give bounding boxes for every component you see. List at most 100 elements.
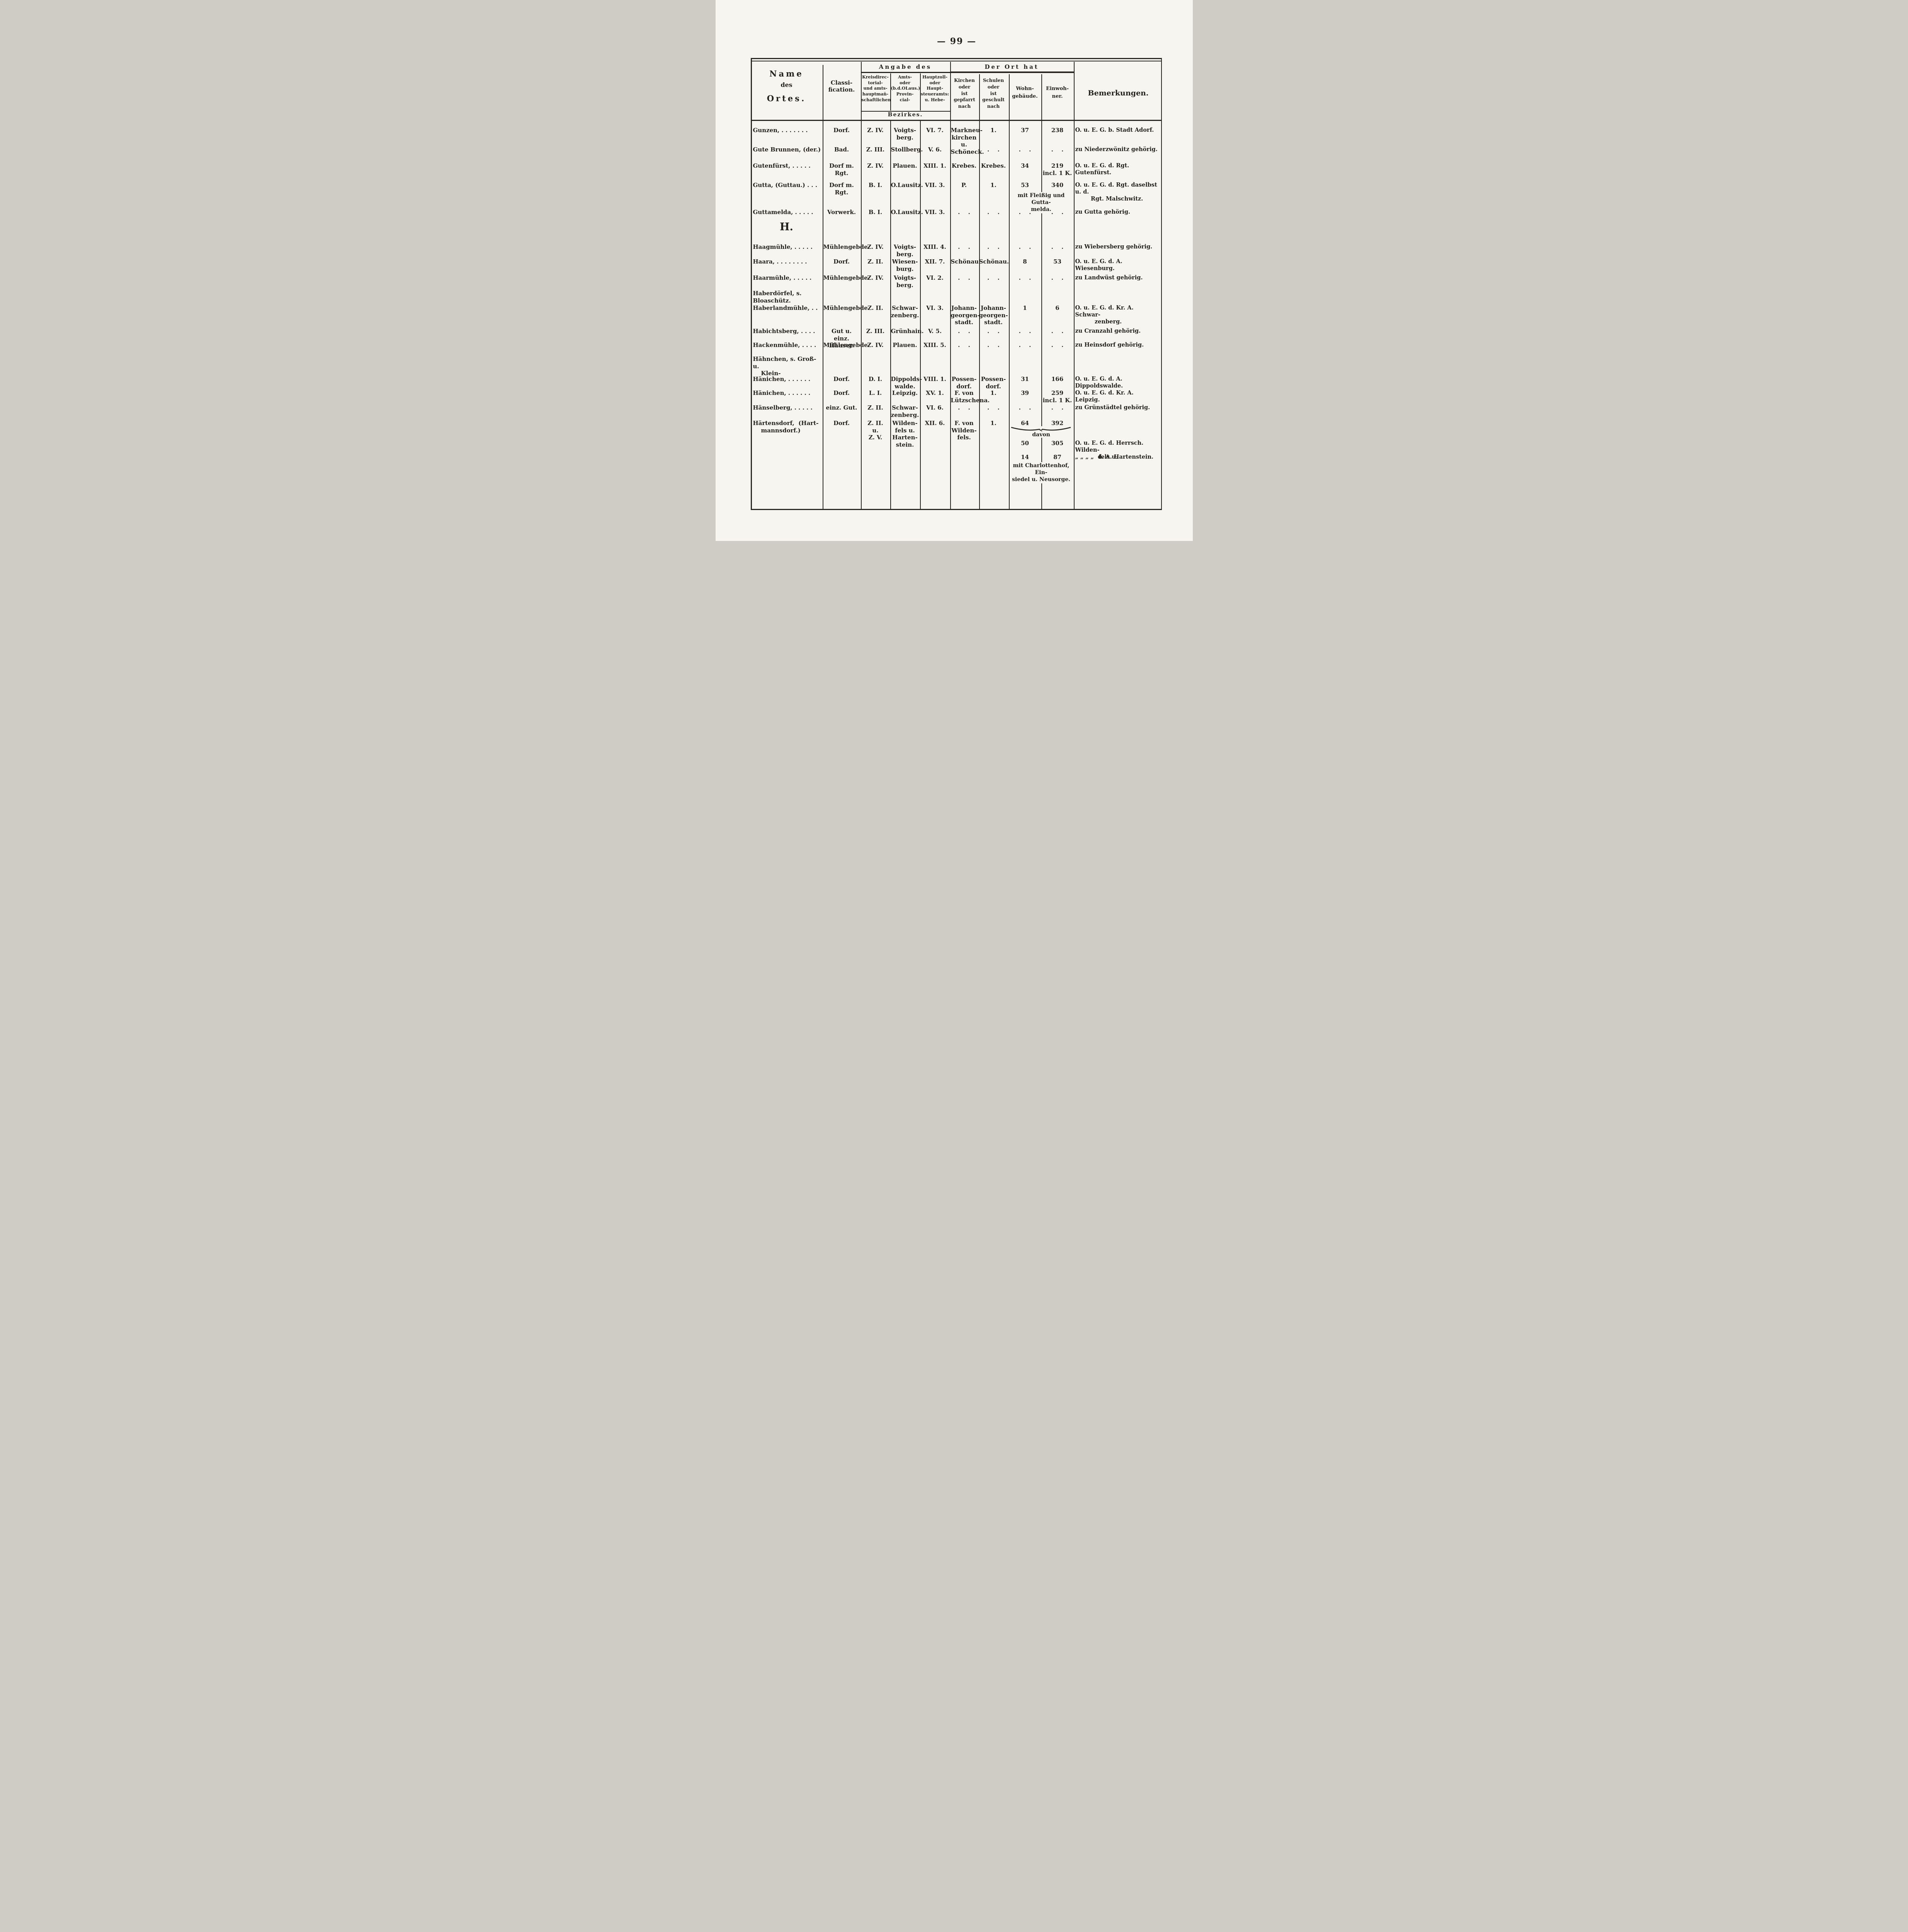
classification: Dorf. (833, 376, 850, 383)
bemerkung: zu Gutta gehörig. (1075, 209, 1131, 215)
einwohner: . . (1051, 146, 1064, 153)
place-name: Haara, . . . . . . . . (753, 258, 807, 265)
kreis-bezirk: Z. II. (867, 404, 883, 411)
schule: . . (987, 328, 1000, 335)
davon-brace (1010, 426, 1071, 431)
header-rule (1041, 74, 1042, 120)
zoll-bezirk: VIII. 1. (923, 376, 946, 383)
amts-bezirk: Dippolds- walde. (891, 376, 922, 390)
schule: 1. (990, 127, 997, 134)
classification: Gut u. einz. Häuser. (829, 328, 854, 349)
table-border-bottom (750, 509, 1162, 510)
wohngebaeude: . . (1019, 328, 1031, 335)
wohngebaeude: . . (1019, 342, 1031, 349)
bemerkung: O. u. E. G. d. A. Dippoldswalde. (1075, 376, 1124, 389)
kirche: . . (958, 342, 970, 349)
kreis-bezirk: Z. III. (866, 328, 885, 335)
schule: 1. (990, 389, 997, 396)
kreis-bezirk: D. I. (868, 376, 883, 383)
wohngebaeude: . . (1019, 274, 1031, 281)
schule: Johann- georgen- stadt. (979, 304, 1008, 326)
kirche: Possen- dorf. (951, 376, 977, 390)
column-rule (860, 120, 862, 509)
zoll-bezirk: V. 5. (928, 328, 942, 335)
kreis-bezirk: Z. III. (866, 146, 885, 153)
schule: 1. (990, 182, 997, 189)
schule: Schönau. (979, 258, 1009, 265)
bemerkung: zu Wiebersberg gehörig. (1075, 243, 1153, 250)
amts-bezirk: O.Lausitz. (891, 209, 923, 216)
col-header-name-l1: Name (769, 69, 804, 78)
schule: . . (987, 209, 1000, 216)
place-name: Hackenmühle, . . . . (753, 342, 816, 349)
header-rule (890, 73, 891, 111)
einwohner: . . (1051, 274, 1064, 281)
place-name: Härtensdorf, (Hart- mannsdorf.) (753, 420, 819, 434)
kreis-bezirk: Z. II. (867, 258, 883, 265)
einwohner: 53 (1053, 258, 1061, 265)
wohngebaeude: 37 (1021, 127, 1029, 134)
amts-bezirk: Grünhain. (891, 328, 924, 335)
amts-bezirk: Plauen. (893, 342, 917, 349)
kreis-bezirk: Z. IV. (867, 342, 884, 349)
classification: Mühlengebde. (823, 243, 870, 250)
place-name: Haberdörfel, s. Bloaschütz. (753, 290, 804, 304)
einwohner: 305 (1051, 440, 1064, 447)
header-rule (860, 62, 862, 120)
zoll-bezirk: XV. 1. (926, 389, 944, 396)
place-name: Hähnchen, s. Groß- u. Klein- (753, 355, 816, 377)
kirche: . . (958, 328, 970, 335)
column-rule (979, 120, 980, 509)
header-rule (950, 62, 951, 120)
davon-label: davon (1009, 432, 1073, 438)
kirche: Markneu- kirchen u. Schöneck. (951, 127, 984, 155)
einwohner: 6 (1055, 304, 1059, 311)
col-header-name-l3: Ortes. (767, 94, 806, 103)
zoll-bezirk: VII. 3. (925, 209, 945, 216)
kreis-bezirk: Z. II. u. Z. V. (867, 420, 883, 441)
zoll-bezirk: VI. 6. (926, 404, 944, 411)
wohngebaeude: . . (1019, 243, 1031, 250)
col-header-classification: Classi- fication. (828, 79, 855, 93)
col-header-amts-provincial: Amts- oder (b.d.OLaus.) Provin- cial- (891, 75, 920, 102)
classification: Mühlengebde. (823, 274, 870, 281)
classification: Mühlengebde. (823, 342, 870, 349)
haertensdorf-span-note: mit Charlottenhof, Ein- siedel u. Neusor… (1009, 462, 1073, 483)
zoll-bezirk: XIII. 1. (923, 162, 946, 169)
schule: . . (987, 274, 1000, 281)
place-name: Hänichen, . . . . . . (753, 376, 811, 383)
group-header-angabe: Angabe des (879, 63, 932, 70)
zoll-bezirk: VI. 2. (926, 274, 944, 281)
table-border-top-outer (750, 58, 1162, 59)
einwohner: 340 (1051, 182, 1064, 189)
amts-bezirk: Stollberg. (891, 146, 923, 153)
classification: Dorf. (833, 420, 850, 427)
column-rule (1008, 120, 1010, 509)
wohngebaeude: 8 (1023, 258, 1027, 265)
wohngebaeude: 64 (1021, 420, 1029, 427)
einwohner: . . (1051, 209, 1064, 216)
classification: Dorf m. Rgt. (829, 182, 856, 196)
amts-bezirk: Schwar- zenberg. (891, 304, 919, 319)
wohngebaeude: 31 (1021, 376, 1029, 383)
zoll-bezirk: XIII. 4. (923, 243, 946, 250)
kreis-bezirk: Z. IV. (867, 162, 884, 169)
classification: Dorf. (833, 389, 850, 396)
scanned-gazetteer-page: — 99 — Name des Ortes. Classi- fication.… (715, 0, 1193, 541)
wohngebaeude: 39 (1021, 389, 1029, 396)
angabe-underline (860, 72, 950, 73)
wohngebaeude: 1 (1023, 304, 1027, 311)
place-name: Haberlandmühle, . . (753, 304, 818, 311)
bemerkung: O. u. E. G. d. Kr. A. Schwar- zenberg. (1075, 304, 1134, 325)
classification: Mühlengebde. (823, 304, 870, 311)
kreis-bezirk: Z. IV. (867, 274, 884, 281)
zoll-bezirk: VI. 7. (926, 127, 944, 134)
amts-bezirk: Wiesen- burg. (892, 258, 918, 272)
kirche: . . (958, 404, 970, 411)
kirche: . . (958, 209, 970, 216)
col-header-hauptzoll: Hauptzoll- oder Haupt- steueramts: u. He… (920, 75, 949, 102)
amts-bezirk: Schwar- zenberg. (891, 404, 919, 418)
place-name: Hänichen, . . . . . . (753, 389, 811, 396)
schule: 1. (990, 420, 997, 427)
amts-bezirk: Voigts- berg. (893, 243, 917, 258)
